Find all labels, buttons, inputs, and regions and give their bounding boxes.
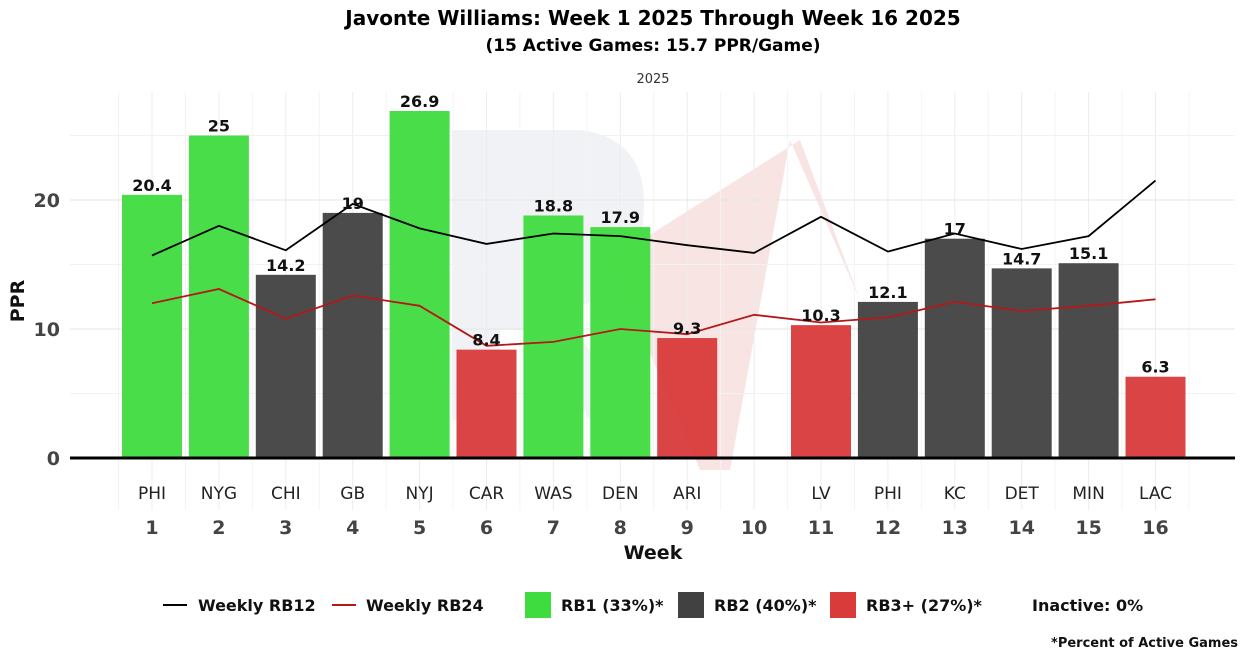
opponent-label: NYJ	[406, 484, 434, 504]
bar-label-week-5: 26.9	[400, 92, 439, 111]
facet-label: 2025	[636, 72, 669, 87]
bar-week-11	[791, 325, 851, 458]
y-axis-title: PPR	[7, 279, 29, 322]
x-axis-title: Week	[624, 542, 683, 564]
bars	[122, 110, 1186, 459]
opponent-label: DET	[1005, 484, 1040, 504]
legend-rb24-label: Weekly RB24	[366, 596, 484, 615]
bar-week-7	[523, 215, 584, 458]
opponent-label: GB	[340, 484, 365, 504]
bar-week-4	[322, 212, 383, 458]
legend-rb2-label: RB2 (40%)*	[714, 596, 817, 615]
y-tick-label: 0	[47, 448, 60, 470]
week-tick-label: 8	[614, 517, 627, 539]
week-tick-label: 13	[942, 517, 968, 539]
bar-label-week-3: 14.2	[266, 256, 305, 275]
bar-label-week-16: 6.3	[1141, 358, 1169, 377]
bar-week-6	[456, 349, 517, 458]
legend: Weekly RB12 Weekly RB24 RB1 (33%)* RB2 (…	[163, 592, 1143, 618]
legend-rb1-label: RB1 (33%)*	[561, 596, 664, 615]
week-tick-label: 15	[1075, 517, 1101, 539]
legend-inactive-label: Inactive: 0%	[1032, 596, 1143, 615]
bar-week-8	[590, 227, 651, 458]
bar-label-week-2: 25	[208, 117, 230, 136]
week-tick-label: 6	[480, 517, 493, 539]
bar-label-week-14: 14.7	[1002, 249, 1041, 268]
legend-rb2-swatch	[678, 592, 704, 618]
opponent-label: DEN	[602, 484, 639, 504]
y-tick-label: 20	[34, 190, 60, 212]
opponent-label: PHI	[138, 484, 166, 504]
legend-rb12-label: Weekly RB12	[198, 596, 316, 615]
opponent-label: NYG	[201, 484, 237, 504]
week-tick-label: 5	[413, 517, 426, 539]
week-tick-label: 3	[279, 517, 292, 539]
bar-label-week-11: 10.3	[801, 306, 840, 325]
bar-week-1	[122, 194, 182, 458]
bar-label-week-1: 20.4	[132, 176, 171, 195]
bar-label-week-4: 19	[342, 194, 364, 213]
week-tick-label: 9	[681, 517, 694, 539]
opponent-label: ARI	[673, 484, 701, 504]
chart-subtitle: (15 Active Games: 15.7 PPR/Game)	[485, 36, 820, 56]
week-tick-label: 2	[212, 517, 225, 539]
bar-week-12	[857, 301, 918, 458]
opponent-label: CHI	[271, 484, 301, 504]
week-tick-label: 14	[1008, 517, 1034, 539]
bar-label-week-6: 8.4	[472, 331, 500, 350]
opponent-label: LAC	[1139, 484, 1172, 504]
bar-label-week-13: 17	[944, 220, 966, 239]
opponent-label: MIN	[1072, 484, 1104, 504]
legend-rb3-label: RB3+ (27%)*	[866, 596, 983, 615]
bar-week-14	[991, 268, 1052, 458]
week-tick-label: 11	[808, 517, 834, 539]
opponent-label: CAR	[469, 484, 504, 504]
bar-week-3	[255, 274, 316, 458]
week-tick-label: 16	[1142, 517, 1168, 539]
bar-label-week-8: 17.9	[601, 208, 640, 227]
reference-lines	[151, 179, 1157, 347]
bar-labels: 20.4 25 14.2 19 26.9 8.4 18.8 17.9 9.3 10.3 12.1 17…	[132, 92, 1169, 377]
opponent-label: PHI	[874, 484, 902, 504]
week-tick-label: 1	[145, 517, 158, 539]
bar-label-week-15: 15.1	[1069, 244, 1108, 263]
week-tick-label: 12	[875, 517, 901, 539]
bar-week-2	[188, 135, 249, 458]
bar-week-13	[924, 238, 985, 458]
week-tick-label: 4	[346, 517, 359, 539]
legend-rb3-swatch	[830, 592, 856, 618]
bar-week-15	[1058, 263, 1119, 458]
series-line-rb24	[151, 288, 1156, 347]
opponent-label: KC	[944, 484, 966, 504]
bar-week-9	[657, 338, 718, 458]
y-tick-label: 10	[34, 319, 60, 341]
bar-week-16	[1125, 376, 1186, 458]
week-tick-label: 7	[547, 517, 560, 539]
bar-label-week-7: 18.8	[534, 196, 573, 215]
week-tick-label: 10	[741, 517, 767, 539]
opponent-label: WAS	[534, 484, 572, 504]
axes: 0 10 20 PHI NYG CHI GB NYJ CAR WAS DEN ARI LV PHI KC DE…	[34, 190, 1235, 539]
series-line-rb12	[151, 179, 1157, 257]
footnote: *Percent of Active Games	[1051, 636, 1238, 651]
legend-rb1-swatch	[525, 592, 551, 618]
bar-week-5	[389, 110, 450, 459]
opponent-label: LV	[811, 484, 831, 504]
bar-label-week-12: 12.1	[868, 283, 907, 302]
bar-label-week-9: 9.3	[673, 319, 701, 338]
chart-title: Javonte Williams: Week 1 2025 Through We…	[343, 6, 960, 30]
